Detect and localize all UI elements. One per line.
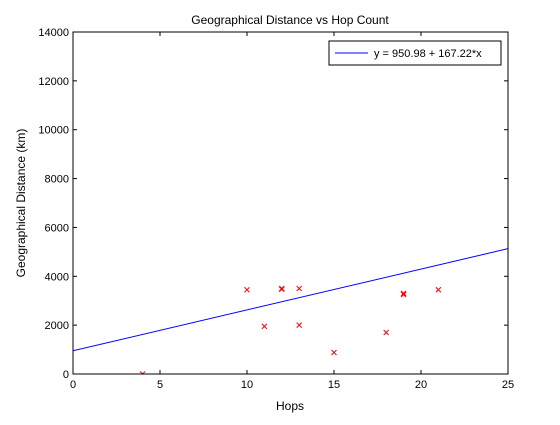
data-point-9 (383, 329, 390, 336)
data-point-12-stroke-b (435, 286, 442, 293)
data-point-1 (244, 286, 250, 293)
y-tick-label-2: 4000 (45, 271, 69, 283)
legend: y = 950.98 + 167.22*x (328, 40, 502, 66)
legend-entry-fit-line: y = 950.98 + 167.22*x (374, 48, 482, 60)
data-point-5 (296, 285, 303, 292)
axes-layer: 0 5 10 15 20 25 0 2000 4000 6000 8000 10000 12000 140… (38, 27, 514, 391)
data-point-2-stroke-b (261, 323, 268, 330)
data-point-11-stroke-b (400, 290, 407, 297)
data-point-6 (296, 322, 303, 328)
data-point-4 (278, 285, 285, 292)
data-point-10-stroke-b (400, 291, 407, 298)
fit-line (73, 248, 508, 352)
data-point-0 (139, 371, 146, 374)
data-point-5-stroke-b (296, 285, 303, 292)
data-point-7-stroke-b (331, 349, 337, 356)
x-tick-label-4: 20 (415, 379, 427, 391)
y-tick-label-1: 2000 (45, 320, 69, 332)
data-point-3-stroke-b (278, 286, 285, 293)
data-point-9-stroke-b (383, 329, 390, 336)
y-tick-label-5: 10000 (38, 125, 69, 137)
y-tick-label-7: 14000 (38, 27, 69, 39)
y-tick-label-4: 8000 (45, 174, 69, 186)
y-tick-label-3: 6000 (45, 222, 69, 234)
plot-layer (73, 59, 508, 374)
data-point-3 (278, 286, 285, 293)
y-tick-label-6: 12000 (38, 76, 69, 88)
x-tick-label-0: 0 (70, 379, 76, 391)
data-point-1-stroke-b (244, 286, 250, 293)
data-point-4-stroke-b (278, 285, 285, 292)
data-point-2 (261, 323, 268, 330)
y-axis-label: Geographical Distance (km) (14, 129, 28, 278)
data-layer (73, 59, 508, 374)
data-point-10 (400, 291, 407, 298)
x-tick-label-1: 5 (157, 379, 163, 391)
y-tick-label-0: 0 (63, 369, 69, 381)
data-point-12 (435, 286, 442, 293)
x-tick-label-2: 10 (241, 379, 253, 391)
data-point-7 (331, 349, 337, 356)
data-point-0-stroke-a (139, 371, 144, 374)
x-tick-label-5: 25 (502, 379, 514, 391)
x-axis-label: Hops (276, 399, 304, 413)
x-tick-label-3: 15 (328, 379, 340, 391)
plot-frame (72, 31, 509, 375)
chart-title: Geographical Distance vs Hop Count (191, 13, 389, 27)
data-point-0-stroke-b (141, 371, 146, 374)
data-point-11 (400, 290, 407, 297)
data-point-6-stroke-b (296, 322, 303, 328)
